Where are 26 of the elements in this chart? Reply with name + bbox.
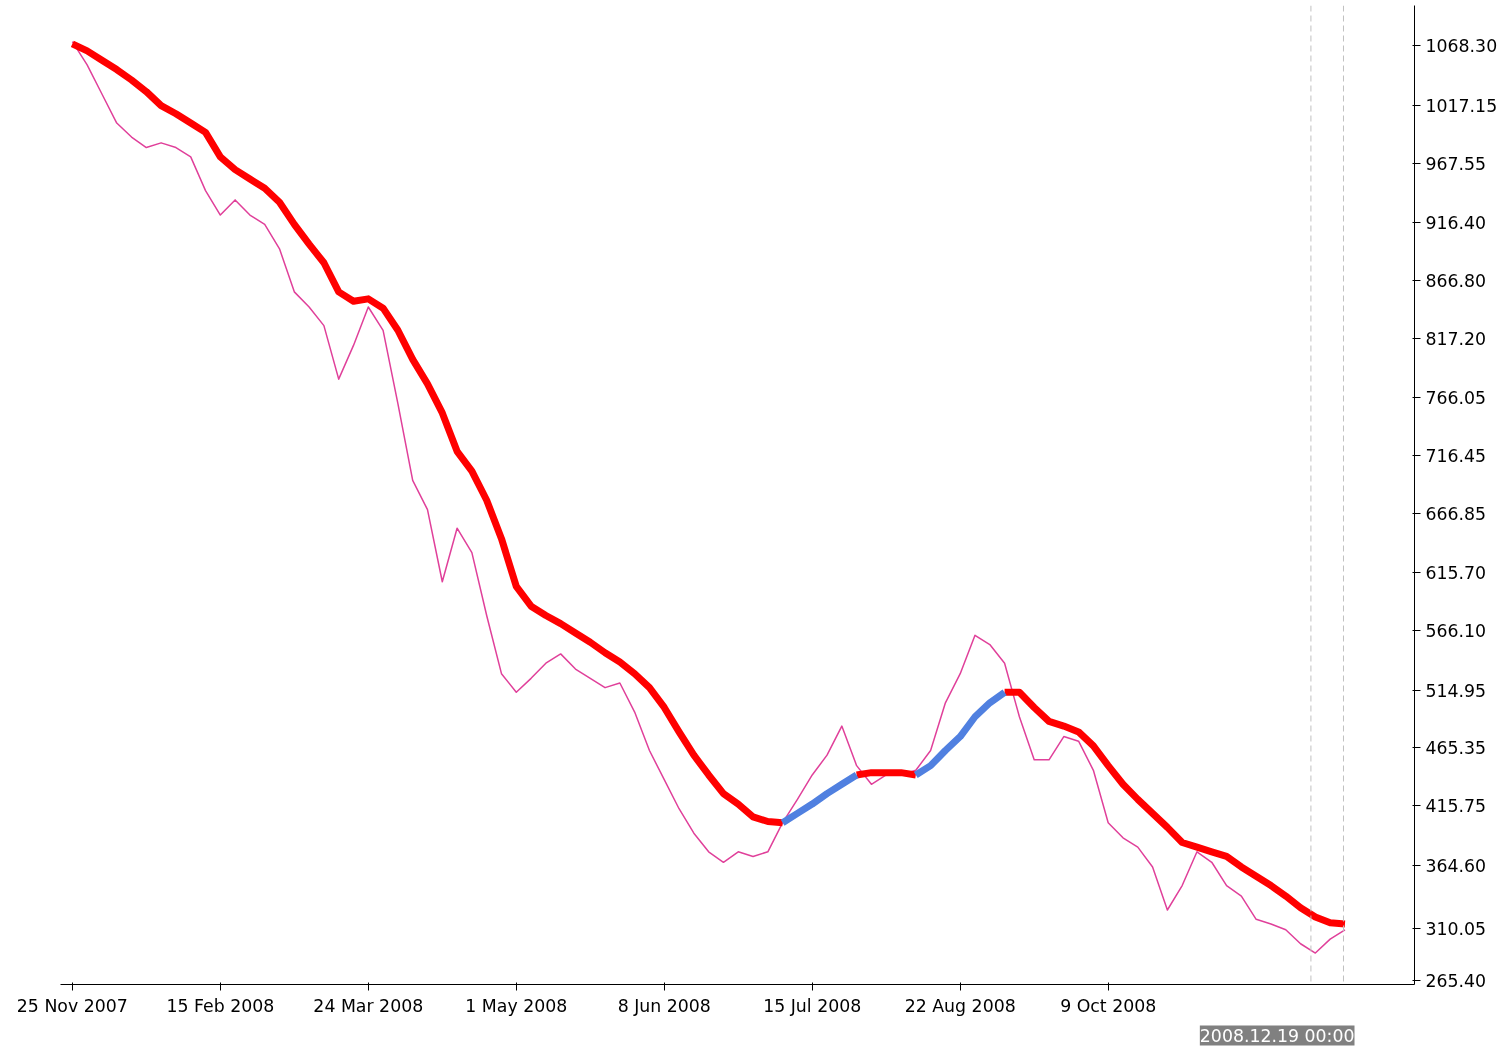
y-tick-label: 465.35 [1425, 738, 1487, 759]
x-tick-label: 15 Jul 2008 [763, 995, 862, 1016]
x-tick-label: 24 Mar 2008 [313, 995, 424, 1016]
y-tick-label: 265.40 [1425, 971, 1487, 992]
y-tick-label: 766.05 [1425, 388, 1487, 409]
y-tick-label: 364.60 [1425, 855, 1487, 876]
y-tick-label: 1068.30 [1425, 36, 1498, 57]
y-tick-label: 666.85 [1425, 503, 1487, 524]
y-tick-label: 415.75 [1425, 796, 1487, 817]
x-tick-label: 1 May 2008 [465, 995, 568, 1016]
x-tick-label: 22 Aug 2008 [904, 995, 1016, 1016]
y-tick-label: 615.70 [1425, 563, 1487, 584]
y-tick-label: 1017.15 [1425, 95, 1498, 116]
text: 2008.12.19 00:00 [1199, 1025, 1355, 1046]
y-tick-label: 716.45 [1425, 445, 1487, 466]
y-tick-label: 916.40 [1425, 213, 1487, 234]
y-tick-label: 866.80 [1425, 270, 1487, 291]
x-tick-label: 25 Nov 2007 [16, 995, 128, 1016]
x-tick-label: 8 Jun 2008 [617, 995, 711, 1016]
y-tick-label: 817.20 [1425, 328, 1487, 349]
x-tick-label: 9 Oct 2008 [1060, 995, 1157, 1016]
x-tick-label: 15 Feb 2008 [166, 995, 275, 1016]
y-tick-label: 566.10 [1425, 621, 1487, 641]
y-tick-label: 967.55 [1425, 153, 1487, 174]
y-tick-label: 310.05 [1425, 919, 1487, 940]
y-tick-label: 514.95 [1425, 680, 1487, 701]
